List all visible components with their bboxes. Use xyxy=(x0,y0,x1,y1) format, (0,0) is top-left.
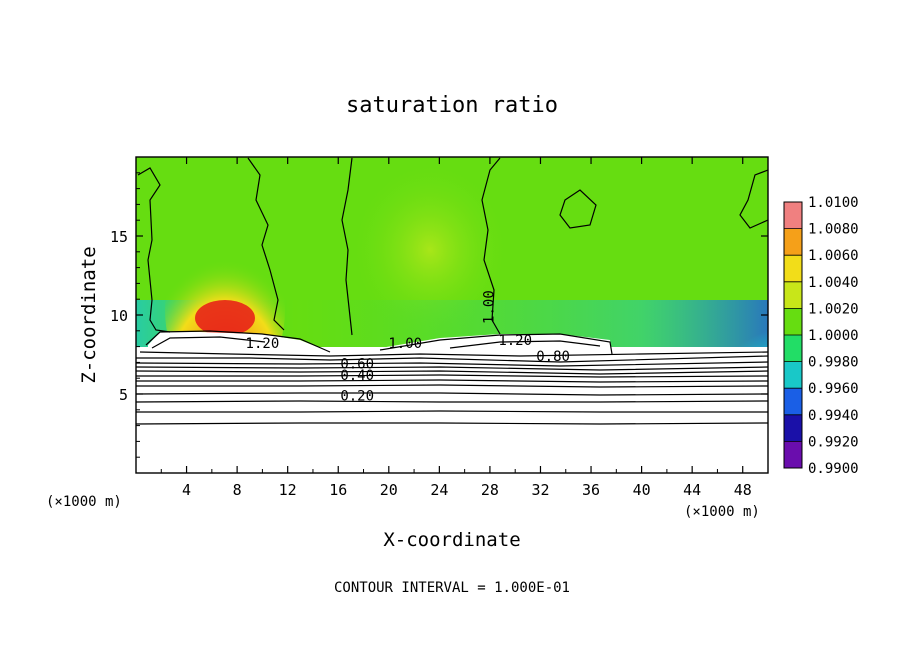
y-tick-label-2: 15 xyxy=(110,228,128,246)
y-tick-label-0: 5 xyxy=(119,386,128,404)
contour-label-1: 1.00 xyxy=(388,336,422,352)
colorbar-label-10: 1.0100 xyxy=(808,195,859,211)
colorbar-label-5: 1.0000 xyxy=(808,328,859,344)
colorbar-band-top xyxy=(784,202,802,229)
heatmap-center-bulge xyxy=(350,160,510,340)
y-axis: 5 10 15 xyxy=(110,172,768,458)
colorbar-band-5 xyxy=(784,308,802,335)
x-unit-left: (×1000 m) xyxy=(46,494,122,510)
colorbar-band-7 xyxy=(784,255,802,282)
y-tick-label-1: 10 xyxy=(110,307,128,325)
colorbar-label-2: 0.9940 xyxy=(808,408,859,424)
x-tick-label-7: 32 xyxy=(531,481,549,499)
contour-lines xyxy=(136,157,768,425)
heatmap-white-lower xyxy=(136,347,768,473)
colorbar-band-3 xyxy=(784,361,802,389)
colorbar-label-0: 0.9900 xyxy=(808,461,859,477)
contour-line-level-9 xyxy=(136,400,768,403)
contour-line-level-11 xyxy=(136,422,768,425)
colorbar-band-6 xyxy=(784,281,802,309)
colorbar-band-1 xyxy=(784,414,802,442)
contour-line-level-2 xyxy=(136,361,768,367)
x-tick-label-0: 4 xyxy=(182,481,191,499)
contour-line-right-edge xyxy=(739,169,768,229)
contour-line-level-6 xyxy=(136,379,768,383)
contour-line-tower xyxy=(341,157,353,336)
colorbar-band-4 xyxy=(784,335,802,362)
y-axis-title: Z-coordinate xyxy=(78,246,100,383)
colorbar-label-9: 1.0080 xyxy=(808,222,859,238)
contour-line-small-closed xyxy=(559,189,597,229)
colorbar-label-1: 0.9920 xyxy=(808,434,859,450)
contour-label-6: 0.20 xyxy=(340,388,374,404)
colorbar: 0.9900 0.9920 0.9940 0.9960 0.9980 1.0000 1.00… xyxy=(783,195,859,477)
contour-line-cloud-inner-left xyxy=(151,336,266,349)
heatmap-field xyxy=(136,157,768,473)
contour-line-cloud-top-left xyxy=(145,330,331,353)
contour-line-level-10 xyxy=(136,410,768,413)
x-tick-label-3: 16 xyxy=(329,481,347,499)
x-tick-label-9: 40 xyxy=(633,481,651,499)
colorbar-label-4: 0.9980 xyxy=(808,355,859,371)
colorbar-label-8: 1.0060 xyxy=(808,248,859,264)
contour-interval-note: CONTOUR INTERVAL = 1.000E-01 xyxy=(334,580,570,596)
colorbar-band-8 xyxy=(784,228,802,256)
heatmap-red-core xyxy=(195,300,255,336)
contour-line-level-4 xyxy=(136,370,768,375)
colorbar-label-7: 1.0040 xyxy=(808,275,859,291)
contour-line-upper-left xyxy=(137,167,171,333)
contour-line-level-1 xyxy=(136,355,768,363)
colorbar-band-0 xyxy=(784,441,802,468)
x-tick-label-1: 8 xyxy=(233,481,242,499)
contour-line-cloud-top-right xyxy=(379,333,613,355)
contour-line-level-3 xyxy=(136,366,768,371)
colorbar-label-3: 0.9960 xyxy=(808,381,859,397)
x-tick-label-4: 20 xyxy=(380,481,398,499)
x-tick-label-8: 36 xyxy=(582,481,600,499)
contour-line-level-8 xyxy=(136,392,768,396)
contour-label-2: 1.20 xyxy=(498,333,532,349)
contour-line-cloud-base xyxy=(139,351,768,357)
heatmap-white-cloud-band xyxy=(148,332,330,358)
contour-line-plume xyxy=(247,157,285,331)
x-tick-label-10: 44 xyxy=(683,481,701,499)
contour-label-5: 0.40 xyxy=(340,368,374,384)
contour-label-0: 1.20 xyxy=(246,336,280,352)
chart-title: saturation ratio xyxy=(346,93,558,118)
contour-line-center-right xyxy=(481,157,501,335)
contour-label-4: 0.60 xyxy=(340,357,374,373)
contour-line-level-5 xyxy=(136,374,768,378)
x-tick-label-5: 24 xyxy=(430,481,448,499)
x-unit-right: (×1000 m) xyxy=(684,504,760,520)
contour-label-3: 0.80 xyxy=(536,349,570,365)
contour-line-cloud-inner-right xyxy=(449,340,601,349)
x-axis: 4 8 12 16 20 24 28 32 36 40 44 48 xyxy=(160,157,752,499)
colorbar-label-6: 1.0020 xyxy=(808,301,859,317)
x-tick-label-2: 12 xyxy=(279,481,297,499)
contour-label-7: 1.00 xyxy=(482,290,498,324)
contour-line-level-7 xyxy=(136,384,768,388)
x-axis-title: X-coordinate xyxy=(383,529,520,551)
x-tick-label-11: 48 xyxy=(734,481,752,499)
colorbar-band-2 xyxy=(784,388,802,415)
x-tick-label-6: 28 xyxy=(481,481,499,499)
contour-labels: 1.20 1.00 1.200.800.600.400.201.00 xyxy=(246,290,570,404)
